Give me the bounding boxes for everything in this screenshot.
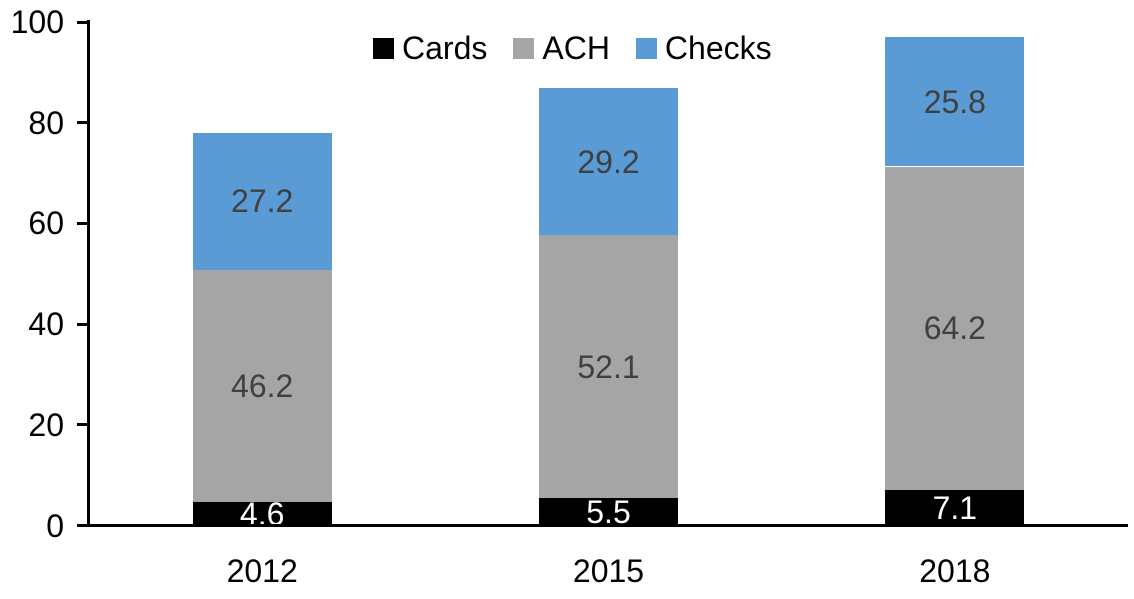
legend-item-cards: Cards xyxy=(373,32,487,64)
y-axis-tick-mark xyxy=(77,524,88,527)
legend-label: Checks xyxy=(664,30,772,66)
legend-swatch-ach xyxy=(513,37,535,59)
y-axis-tick-label: 20 xyxy=(28,406,64,443)
y-axis-tick-label: 80 xyxy=(28,104,64,141)
bar-segment-cards-2015: 5.5 xyxy=(539,493,678,530)
bar-segment-ach-2015: 52.1 xyxy=(539,235,678,498)
data-label-cards-2015: 5.5 xyxy=(586,493,631,530)
y-axis-tick-label: 0 xyxy=(46,507,64,544)
bar-segment-checks-2015: 29.2 xyxy=(539,88,678,236)
legend-swatch-cards xyxy=(373,37,394,59)
y-axis-tick-mark xyxy=(77,20,88,24)
bar-segment-ach-2012: 46.2 xyxy=(192,269,332,503)
legend-label: ACH xyxy=(542,30,610,66)
bar-segment-checks-2018: 25.8 xyxy=(885,36,1025,167)
bar-segment-checks-2012: 27.2 xyxy=(192,132,332,270)
bar-segment-cards-2018: 7.1 xyxy=(885,489,1025,526)
data-label-ach-2012: 46.2 xyxy=(231,368,294,405)
legend-item-checks: Checks xyxy=(635,30,772,66)
data-label-cards-2018: 7.1 xyxy=(932,489,978,526)
legend-label: Cards xyxy=(402,30,488,66)
x-axis-label-2018: 2018 xyxy=(919,553,991,589)
legend: Cards ACH Checks xyxy=(373,30,772,66)
x-axis-label-2012: 2012 xyxy=(226,553,298,589)
bar-segment-cards-2012: 4.6 xyxy=(192,498,332,530)
y-axis-tick-mark xyxy=(77,121,88,125)
y-axis-tick-mark xyxy=(77,221,88,225)
data-label-ach-2015: 52.1 xyxy=(577,348,640,385)
data-label-checks-2018: 25.8 xyxy=(923,83,986,120)
y-axis-tick-mark xyxy=(77,423,88,427)
y-axis-tick-label: 40 xyxy=(28,306,64,343)
legend-item-ach: ACH xyxy=(513,32,610,64)
y-axis-tick-label: 60 xyxy=(28,205,64,242)
y-axis-line xyxy=(87,20,90,527)
data-label-ach-2018: 64.2 xyxy=(923,310,986,347)
y-axis-tick-label: 100 xyxy=(10,4,64,40)
x-axis-label-2015: 2015 xyxy=(572,553,645,589)
data-label-checks-2012: 27.2 xyxy=(231,183,294,220)
bar-segment-ach-2018: 64.2 xyxy=(885,166,1025,490)
data-label-checks-2015: 29.2 xyxy=(577,143,640,180)
x-axis-line xyxy=(87,524,1128,527)
legend-swatch-checks xyxy=(635,37,657,59)
y-axis-tick-mark xyxy=(77,322,88,326)
